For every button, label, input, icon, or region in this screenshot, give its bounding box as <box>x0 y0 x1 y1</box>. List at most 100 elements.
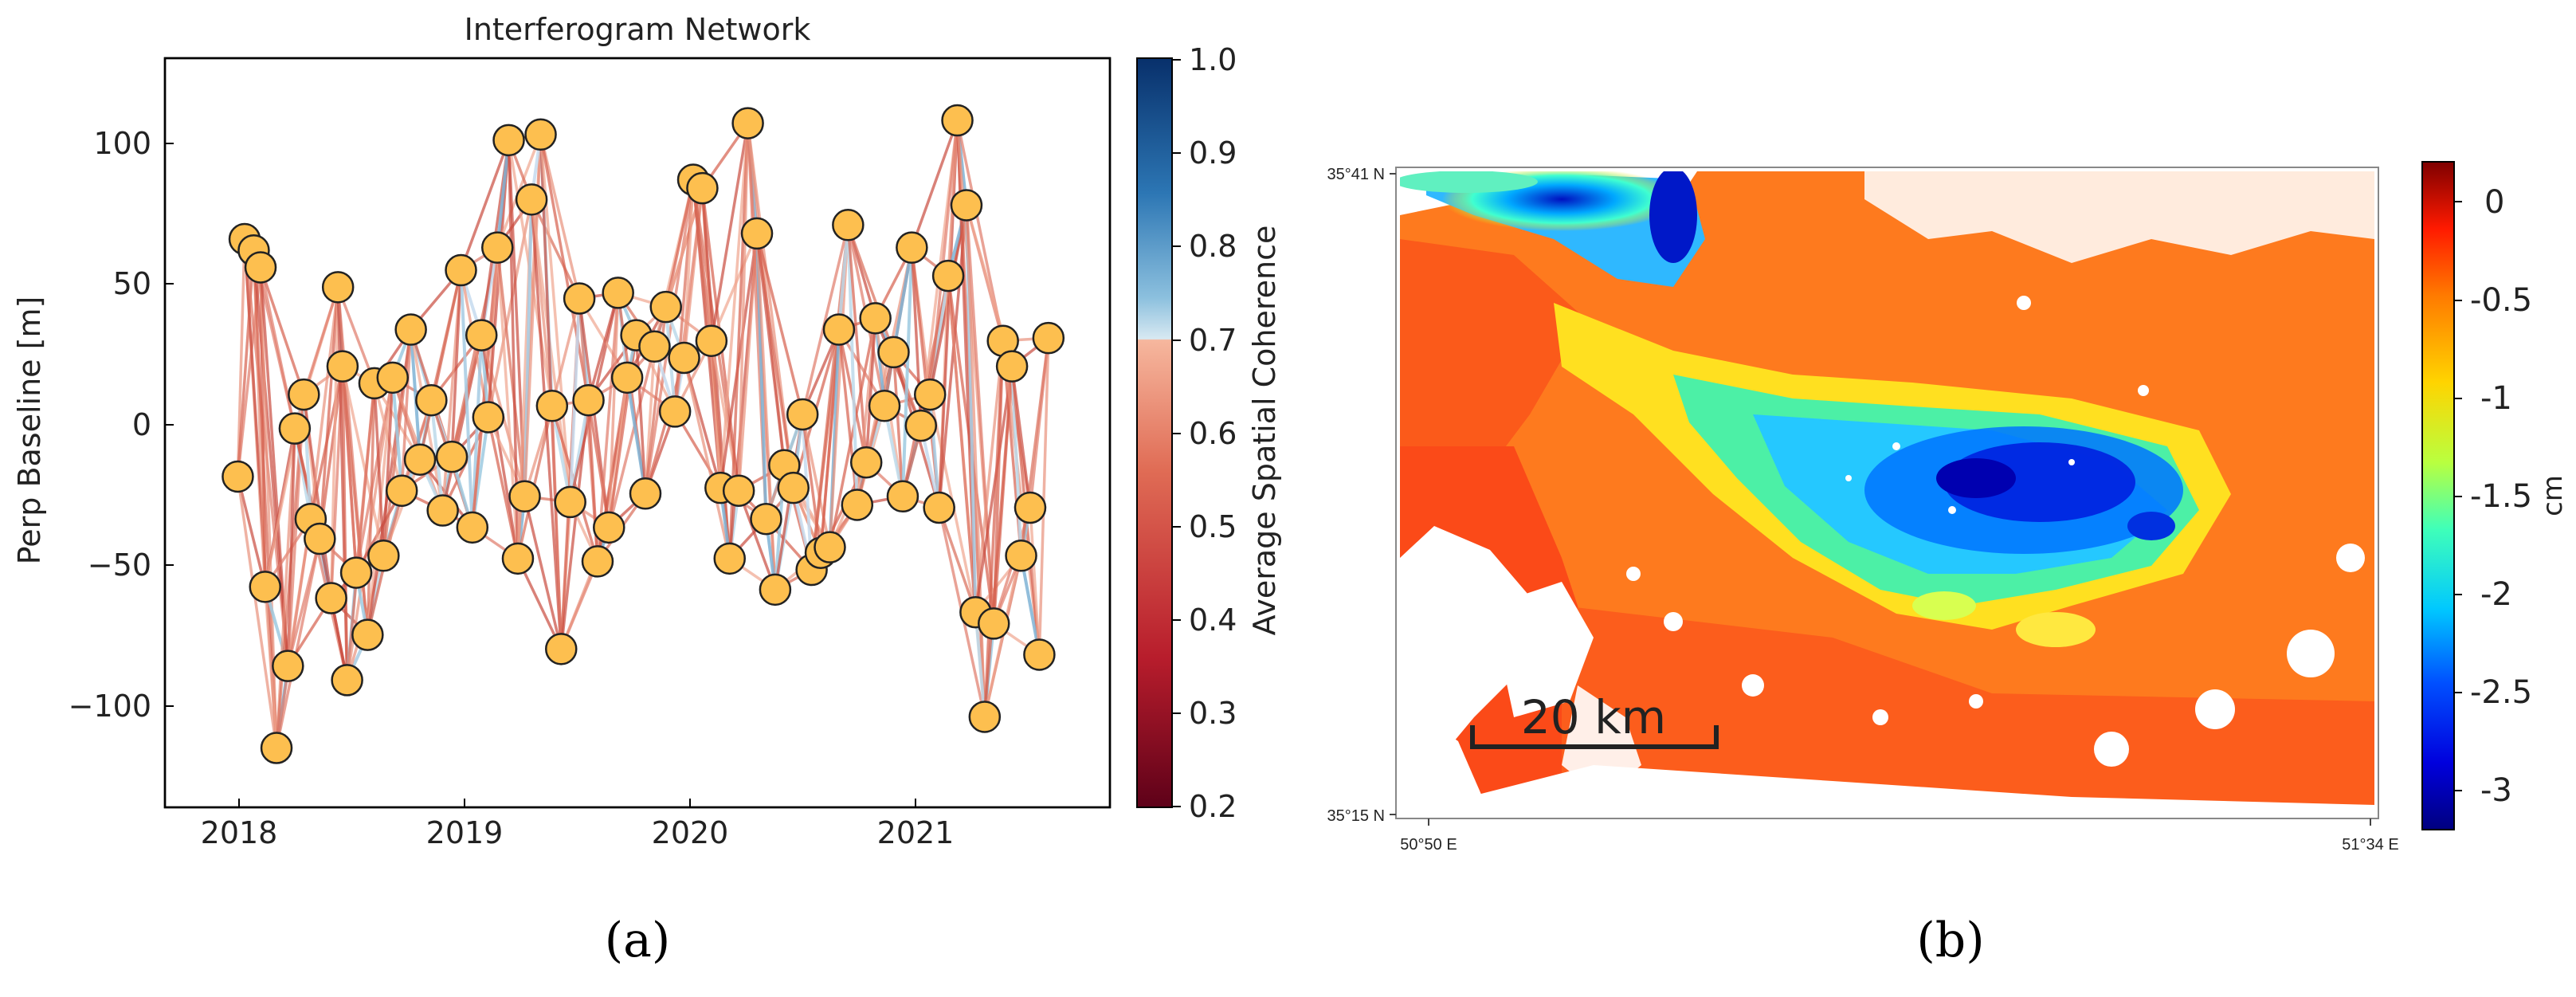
interferogram-pair-line <box>910 120 959 249</box>
interferogram-pair-line <box>400 329 413 491</box>
acquisition-point <box>593 511 625 544</box>
acquisition-point <box>535 390 569 422</box>
interferogram-pair-line <box>865 318 877 463</box>
acquisition-point <box>868 390 901 422</box>
panel-a-title: Interferogram Network <box>465 12 811 47</box>
interferogram-pair-line <box>828 317 877 548</box>
interferogram-pair-line <box>737 123 750 491</box>
ytick-label: −50 <box>88 548 151 583</box>
colorbar-tick: -2.5 <box>2470 674 2532 711</box>
interferogram-pair-line <box>710 123 750 342</box>
ytick-label: 50 <box>113 266 151 301</box>
acquisition-point <box>841 489 874 521</box>
ytick-label: −100 <box>69 689 151 724</box>
interferogram-pair-line <box>236 238 246 477</box>
interferogram-pair-line <box>1010 366 1023 556</box>
acquisition-point <box>288 378 320 411</box>
colorbar-tick: -1.5 <box>2470 478 2532 515</box>
map-coordinates: 35°41 N 35°15 N 50°50 E 51°34 E <box>1327 166 2399 854</box>
interferogram-pair-line <box>373 383 403 492</box>
acquisition-point <box>426 494 459 527</box>
colorbar-tick: 0.5 <box>1189 509 1237 544</box>
acquisition-point <box>501 542 535 575</box>
colorbar-label: Average Spatial Coherence <box>1247 226 1282 636</box>
colorbar-tick: 0.2 <box>1189 789 1237 824</box>
lon-left-label: 50°50 E <box>1400 836 1457 854</box>
acquisition-point <box>1023 638 1056 671</box>
interferogram-pair-line <box>665 179 695 308</box>
acquisition-point <box>978 607 1010 640</box>
colorbar-tick: 0.3 <box>1189 696 1237 731</box>
acquisition-point <box>524 118 557 151</box>
interferogram-pair-line <box>487 417 520 559</box>
panel-a-label: (a) <box>605 913 671 968</box>
interferogram-pair-line <box>551 406 563 650</box>
interferogram-pair-line <box>480 335 520 559</box>
interferogram-pair-line <box>341 366 370 635</box>
acquisition-point <box>1005 540 1037 572</box>
xtick-label: 2018 <box>201 815 278 850</box>
interferogram-pair-line <box>846 225 868 463</box>
acquisition-point <box>995 350 1029 383</box>
acquisition-point <box>849 446 883 479</box>
interferogram-pair-line <box>682 179 695 359</box>
acquisition-point <box>658 395 692 428</box>
colorbar-tick: 0.8 <box>1189 229 1237 264</box>
acquisition-point <box>339 556 373 589</box>
interferogram-pair-line <box>409 329 422 460</box>
acquisition-point <box>814 531 846 563</box>
acquisition-point <box>515 183 548 216</box>
acquisition-point <box>456 511 489 544</box>
interferogram-pair-line <box>928 394 941 508</box>
acquisition-point <box>1014 491 1047 524</box>
colorbar-tick: 0.9 <box>1189 135 1237 171</box>
interferogram-pair-line <box>1019 555 1041 655</box>
acquisition-point <box>923 491 955 524</box>
interferogram-pair-line <box>459 269 474 528</box>
acquisition-point <box>832 209 865 241</box>
interferogram-pair-line <box>263 587 278 748</box>
acquisition-point <box>638 330 671 363</box>
colorbar-tick: -1 <box>2480 380 2512 417</box>
acquisition-point <box>941 104 974 137</box>
acquisition-point <box>822 313 856 346</box>
panel-b-label: (b) <box>1916 913 1984 968</box>
acquisition-point <box>731 107 764 139</box>
acquisition-point <box>403 443 437 476</box>
lat-top-label: 35°41 N <box>1327 166 1386 183</box>
xtick-label: 2019 <box>426 815 504 850</box>
acquisition-point <box>581 545 614 578</box>
acquisition-point <box>750 502 782 536</box>
acquisition-point <box>686 171 719 205</box>
acquisition-point <box>480 231 514 264</box>
acquisition-point <box>326 350 359 383</box>
interferogram-pair-line <box>1029 507 1041 655</box>
interferogram-pair-line <box>892 351 904 497</box>
interferogram-pair-line <box>530 198 581 300</box>
interferogram-pair-line <box>516 558 563 650</box>
interferogram-pair-line <box>801 224 850 415</box>
deformation-colorbar: 0 -0.5 -1 -1.5 -2 -2.5 -3 cm <box>2421 161 2569 830</box>
lon-right-label: 51°34 E <box>2342 836 2398 854</box>
acquisition-point <box>492 124 525 157</box>
interferogram-pair-line <box>318 287 339 540</box>
interferogram-pair-line <box>236 476 267 587</box>
acquisition-point <box>554 485 586 519</box>
acquisition-points <box>222 104 1065 764</box>
interferogram-pair-line <box>302 286 339 395</box>
interferogram-pair-line <box>974 340 1005 613</box>
acquisition-point <box>272 650 304 682</box>
interferogram-pair-line <box>974 366 1014 613</box>
acquisition-point <box>602 277 634 309</box>
interferogram-pair-line <box>286 538 322 667</box>
interferogram-pair-line <box>965 205 995 624</box>
interferogram-pair-line <box>755 233 795 489</box>
acquisition-point <box>351 618 384 651</box>
y-axis: 100 50 0 −50 −100 Perp Baseline [m] <box>12 126 174 724</box>
xtick-label: 2021 <box>877 815 955 850</box>
colorbar-tick: 0.6 <box>1189 416 1237 451</box>
interferogram-pair-line <box>336 286 376 384</box>
lat-bottom-label: 35°15 N <box>1327 807 1386 825</box>
interferogram-pair-line <box>259 267 290 666</box>
